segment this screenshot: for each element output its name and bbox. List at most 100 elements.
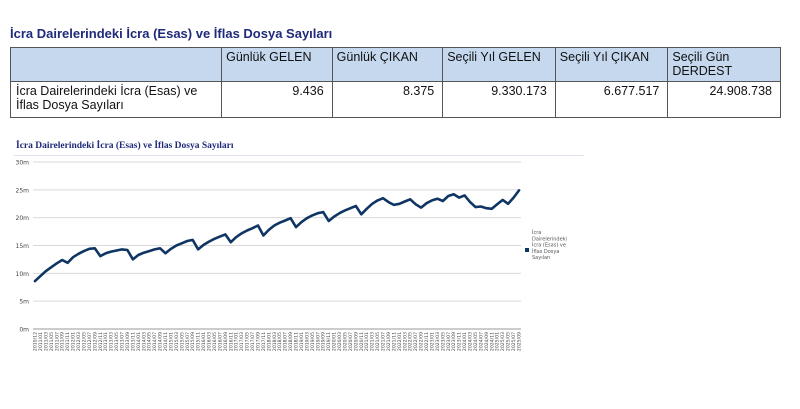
- x-tick-label: 2021/01: [364, 332, 370, 351]
- y-tick-label: 30m: [16, 160, 30, 167]
- header-daily-outgoing: Günlük ÇIKAN: [331, 47, 444, 82]
- x-tick-label: 2017/05: [245, 332, 251, 351]
- x-tick-label: 2018/09: [288, 332, 294, 351]
- x-tick-label: 2020/07: [348, 332, 354, 351]
- summary-table: Günlük GELEN Günlük ÇIKAN Seçili Yıl GEL…: [9, 47, 781, 118]
- x-tick-label: 2016/07: [217, 332, 223, 351]
- x-tick-label: 2014/01: [136, 332, 142, 351]
- y-tick-label: 0m: [19, 327, 29, 334]
- x-tick-label: 2019/03: [304, 332, 310, 351]
- x-tick-label: 2024/11: [489, 332, 495, 351]
- table-header-row: Günlük GELEN Günlük ÇIKAN Seçili Yıl GEL…: [9, 47, 781, 82]
- x-tick-label: 2020/03: [337, 332, 343, 351]
- header-daily-incoming: Günlük GELEN: [221, 47, 333, 82]
- x-tick-label: 2019/01: [299, 332, 305, 351]
- x-tick-label: 2019/11: [326, 332, 332, 351]
- row-label: İcra Dairelerindeki İcra (Esas) ve İflas…: [9, 81, 223, 118]
- cell-year-incoming: 9.330.173: [442, 81, 556, 118]
- x-tick-label: 2025/05: [506, 332, 512, 351]
- x-tick-label: 2010/12: [33, 332, 39, 351]
- x-tick-label: 2025/09: [517, 332, 523, 351]
- x-tick-label: 2017/07: [250, 332, 256, 351]
- cell-pending: 24.908.738: [667, 81, 781, 118]
- x-tick-label: 2017/11: [261, 332, 267, 351]
- x-tick-label: 2023/09: [451, 332, 457, 351]
- y-tick-label: 25m: [16, 187, 30, 194]
- header-empty: [9, 47, 223, 82]
- x-tick-label: 2014/07: [152, 332, 158, 351]
- x-tick-label: 2013/03: [109, 332, 115, 351]
- x-tick-label: 2021/07: [381, 332, 387, 351]
- x-tick-label: 2011/01: [38, 332, 44, 351]
- x-tick-label: 2011/07: [54, 332, 60, 351]
- x-tick-label: 2019/05: [310, 332, 316, 351]
- x-tick-label: 2018/11: [294, 332, 300, 351]
- x-tick-label: 2022/05: [408, 332, 414, 351]
- x-tick-label: 2022/09: [419, 332, 425, 351]
- x-tick-label: 2017/01: [234, 332, 240, 351]
- chart-title-divider: [14, 155, 584, 156]
- x-tick-label: 2024/05: [473, 332, 479, 351]
- x-tick-label: 2025/07: [511, 332, 517, 351]
- x-tick-label: 2012/07: [87, 332, 93, 351]
- x-tick-label: 2018/03: [272, 332, 278, 351]
- x-tick-label: 2022/03: [402, 332, 408, 351]
- x-tick-label: 2012/01: [71, 332, 77, 351]
- x-tick-label: 2019/09: [321, 332, 327, 351]
- x-tick-label: 2018/07: [283, 332, 289, 351]
- y-tick-label: 15m: [16, 243, 30, 250]
- x-tick-label: 2012/05: [81, 332, 87, 351]
- x-tick-label: 2023/11: [457, 332, 463, 351]
- x-tick-label: 2014/03: [141, 332, 147, 351]
- y-tick-label: 20m: [16, 215, 30, 222]
- x-tick-label: 2011/09: [60, 332, 66, 351]
- x-tick-label: 2014/11: [163, 332, 169, 351]
- x-tick-label: 2022/11: [424, 332, 430, 351]
- page-title: İcra Dairelerindeki İcra (Esas) ve İflas…: [10, 26, 333, 41]
- x-tick-label: 2011/11: [65, 332, 71, 351]
- x-tick-label: 2024/01: [462, 332, 468, 351]
- y-tick-label: 10m: [16, 271, 30, 278]
- x-tick-label: 2021/11: [391, 332, 397, 351]
- x-tick-label: 2018/01: [266, 332, 272, 351]
- x-tick-label: 2022/07: [413, 332, 419, 351]
- x-tick-label: 2018/05: [277, 332, 283, 351]
- x-tick-label: 2024/09: [484, 332, 490, 351]
- x-tick-label: 2013/11: [130, 332, 136, 351]
- x-tick-label: 2025/01: [495, 332, 501, 351]
- x-tick-label: 2023/03: [435, 332, 441, 351]
- x-tick-label: 2019/07: [315, 332, 321, 351]
- x-tick-label: 2023/07: [446, 332, 452, 351]
- x-tick-label: 2015/07: [185, 332, 191, 351]
- x-tick-label: 2015/05: [179, 332, 185, 351]
- x-tick-label: 2012/03: [76, 332, 82, 351]
- x-tick-label: 2013/09: [125, 332, 131, 351]
- table-row: İcra Dairelerindeki İcra (Esas) ve İflas…: [9, 81, 781, 118]
- x-tick-label: 2020/11: [359, 332, 365, 351]
- x-tick-label: 2013/05: [114, 332, 120, 351]
- cell-daily-outgoing: 8.375: [331, 81, 444, 118]
- x-tick-label: 2021/03: [370, 332, 376, 351]
- cell-year-outgoing: 6.677.517: [554, 81, 669, 118]
- x-tick-label: 2012/09: [92, 332, 98, 351]
- legend-label: İcra Dairelerindeki İcra (Esas) ve İflas Do…: [532, 229, 567, 261]
- x-tick-label: 2015/11: [196, 332, 202, 351]
- header-year-incoming: Seçili Yıl GELEN: [442, 47, 556, 82]
- x-tick-label: 2015/03: [174, 332, 180, 351]
- y-tick-label: 5m: [19, 299, 29, 306]
- x-tick-label: 2017/03: [239, 332, 245, 351]
- x-tick-label: 2015/01: [168, 332, 174, 351]
- x-tick-label: 2023/05: [440, 332, 446, 351]
- x-tick-label: 2020/09: [353, 332, 359, 351]
- header-pending: Seçili Gün DERDEST: [667, 47, 781, 82]
- x-tick-label: 2016/03: [207, 332, 213, 351]
- x-tick-label: 2016/09: [223, 332, 229, 351]
- x-tick-label: 2011/03: [43, 332, 49, 351]
- x-tick-label: 2021/05: [375, 332, 381, 351]
- x-tick-label: 2021/09: [386, 332, 392, 351]
- header-year-outgoing: Seçili Yıl ÇIKAN: [554, 47, 669, 82]
- x-tick-label: 2013/01: [103, 332, 109, 351]
- x-tick-label: 2022/01: [397, 332, 403, 351]
- line-chart: 0m 5m 10m 15m 20m 25m 30m 2010/12 2011/01 2011/03…: [16, 160, 567, 352]
- x-tick-label: 2016/05: [212, 332, 218, 351]
